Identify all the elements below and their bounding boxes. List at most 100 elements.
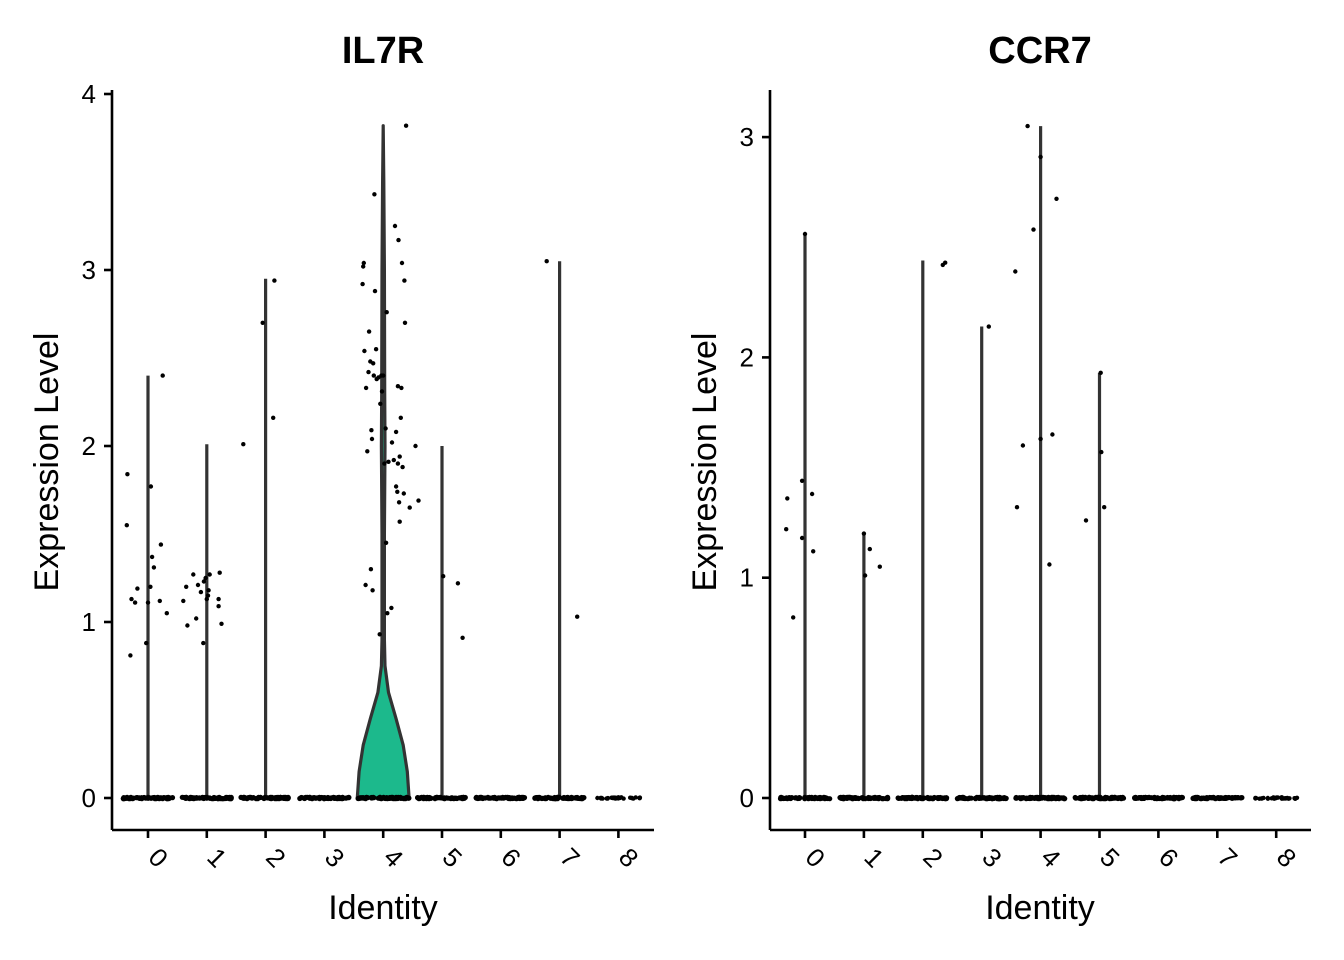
zero-point [621, 796, 626, 801]
y-axis-label: Expression Level [28, 333, 66, 592]
zero-point [941, 795, 947, 802]
zero-point [789, 795, 795, 801]
zero-point [1154, 795, 1161, 801]
zero-point [369, 795, 375, 801]
data-point [371, 373, 376, 378]
data-point [369, 428, 374, 433]
zero-point [241, 794, 247, 801]
zero-point [1104, 795, 1110, 801]
data-point [260, 320, 265, 325]
zero-point [838, 794, 844, 801]
data-point [194, 616, 199, 621]
zero-point [1173, 794, 1180, 801]
zero-point [515, 795, 521, 801]
zero-point [337, 795, 343, 801]
zero-point [1086, 794, 1092, 801]
data-point [216, 596, 221, 602]
zero-points-cluster-4 [355, 794, 412, 802]
data-point [219, 621, 224, 626]
zero-point [980, 795, 986, 801]
zero-point [1279, 795, 1285, 800]
data-point [396, 237, 401, 243]
data-point [799, 478, 805, 483]
data-point [809, 491, 815, 497]
data-point [386, 459, 391, 464]
zero-points-cluster-3 [297, 794, 352, 802]
zero-point [1120, 794, 1126, 800]
zero-point [382, 795, 388, 802]
data-point [149, 554, 155, 560]
data-point [371, 361, 376, 366]
zero-point [390, 795, 396, 802]
zero-points-cluster-3 [954, 794, 1009, 802]
data-point [399, 385, 404, 391]
zero-point [1076, 795, 1082, 801]
x-tick-label: 5 [437, 842, 468, 873]
x-axis-label: Identity [985, 889, 1095, 927]
zero-point [327, 795, 334, 802]
x-tick-label: 1 [859, 842, 890, 873]
y-axis: 0 1 2 3 [740, 90, 772, 830]
zero-point [1013, 795, 1020, 801]
y-tick-label: 0 [740, 783, 754, 813]
data-point [1038, 436, 1043, 442]
zero-point [461, 795, 467, 801]
data-point [185, 623, 190, 628]
zero-point [1160, 795, 1166, 801]
zero-point [913, 795, 920, 801]
zero-point [806, 795, 812, 801]
zero-point [815, 795, 821, 801]
zero-point [278, 794, 284, 801]
x-tick-label: 4 [378, 842, 409, 873]
zero-point [598, 795, 603, 801]
zero-points-cluster-4 [1013, 794, 1068, 802]
zero-point [215, 796, 221, 802]
data-point [392, 223, 398, 229]
zero-point [1253, 796, 1258, 801]
data-point [201, 640, 206, 646]
zero-point [904, 795, 910, 801]
zero-point [574, 794, 580, 801]
data-point [398, 415, 403, 420]
zero-point [895, 795, 901, 801]
zero-point [871, 795, 877, 801]
data-point [360, 281, 365, 287]
zero-point [865, 795, 872, 801]
data-point [402, 278, 407, 283]
zero-point [612, 795, 617, 800]
zero-point [1273, 795, 1279, 801]
data-point [413, 443, 418, 449]
data-point [241, 442, 246, 447]
data-point [1050, 432, 1055, 437]
y-axis-label: Expression Level [686, 333, 724, 592]
data-point [575, 614, 580, 619]
zero-point [308, 795, 315, 801]
zero-point [520, 794, 526, 800]
data-point [986, 324, 991, 329]
zero-point [1194, 795, 1200, 802]
data-point [397, 454, 402, 459]
zero-point [1098, 796, 1104, 802]
data-point [372, 288, 378, 294]
data-point [144, 640, 149, 646]
zero-point [580, 795, 586, 801]
data-point [1031, 227, 1036, 232]
zero-point [876, 795, 882, 802]
zero-point [974, 795, 980, 801]
zero-point [1037, 795, 1043, 802]
zero-point [254, 795, 260, 801]
zero-point [285, 795, 291, 801]
zero-point [637, 795, 643, 800]
data-point [203, 575, 208, 581]
data-point [370, 588, 375, 593]
zero-point [1265, 796, 1271, 801]
zero-point [1001, 795, 1007, 802]
zero-point [1027, 795, 1033, 802]
y-tick-label: 1 [740, 563, 754, 593]
zero-point [1046, 796, 1052, 802]
zero-point [1283, 796, 1289, 801]
data-point [395, 489, 400, 494]
zero-point [169, 795, 176, 801]
data-point [393, 429, 399, 435]
zero-point [569, 795, 575, 802]
